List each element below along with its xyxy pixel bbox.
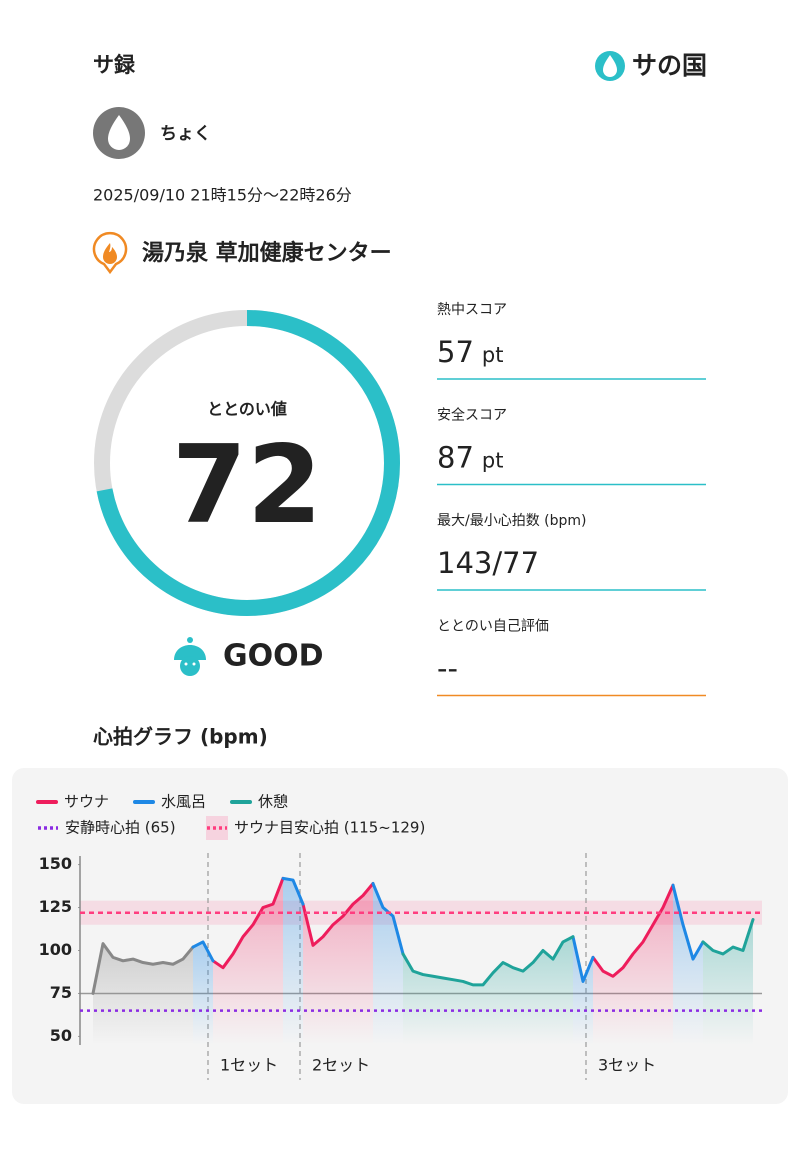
set-label: 3セット [598,1056,656,1075]
ring-arc [94,310,400,616]
line [571,935,595,983]
score-value: 72 [172,423,322,548]
rating-icon [174,637,206,676]
facility-name: 湯乃泉 草加健康センター [142,240,392,266]
y-tick-label: 75 [50,983,72,1002]
set-label: 2セット [312,1056,370,1075]
line [301,881,375,947]
area [93,943,193,1045]
legend-label: 安静時心拍 (65) [65,819,176,837]
legend-label: 水風呂 [161,793,206,811]
score-label: ととのい値 [207,400,287,419]
metric-value: 87 [437,441,474,475]
line [701,918,755,956]
line [281,876,305,906]
legend-label: サウナ目安心拍 (115~129) [234,819,425,837]
line [91,942,195,995]
legend-label: 休憩 [258,793,288,811]
area [283,878,303,1045]
area [303,883,373,1045]
logo-text: サの国 [632,51,707,80]
eye [192,662,196,666]
metric-value: 143/77 [437,546,539,580]
legend-label: サウナ [64,793,109,811]
area [403,936,573,1045]
metric-unit: pt [482,449,504,473]
avatar-drop [108,115,130,150]
y-tick-label: 125 [39,897,72,916]
hat [174,645,206,660]
eye [184,662,188,666]
pin [92,232,128,275]
metric-value: 57 [437,335,474,369]
app-title: サ録 [93,53,136,77]
metric-label: ととのい自己評価 [437,619,549,635]
flame [103,243,117,264]
metric-label: 安全スコア [437,407,507,424]
metric-unit: pt [482,343,504,367]
y-tick-label: 150 [39,854,72,873]
y-tick-label: 50 [50,1026,72,1045]
line [671,883,705,961]
logo: サの国 [595,51,707,81]
chart-heading: 心拍グラフ (bpm) [93,725,268,749]
y-tick-label: 100 [39,940,72,959]
line [211,876,285,970]
rating: GOOD [223,639,324,674]
hat-top [187,637,193,643]
set-label: 1セット [220,1056,278,1075]
line [401,935,575,987]
datetime: 2025/09/10 21時15分〜22時26分 [93,186,352,205]
face [180,656,200,676]
area [193,941,213,1045]
metric-label: 最大/最小心拍数 (bpm) [437,513,587,529]
logo-drop [603,55,617,77]
area [673,885,703,1045]
metric-label: 熱中スコア [437,302,507,318]
area [213,878,283,1045]
metric-value: -- [437,652,458,686]
area [373,883,403,1045]
legend-swatch-band [206,816,228,840]
facility-icon [92,232,128,275]
line [191,940,215,963]
user-name: ちょく [160,124,211,144]
